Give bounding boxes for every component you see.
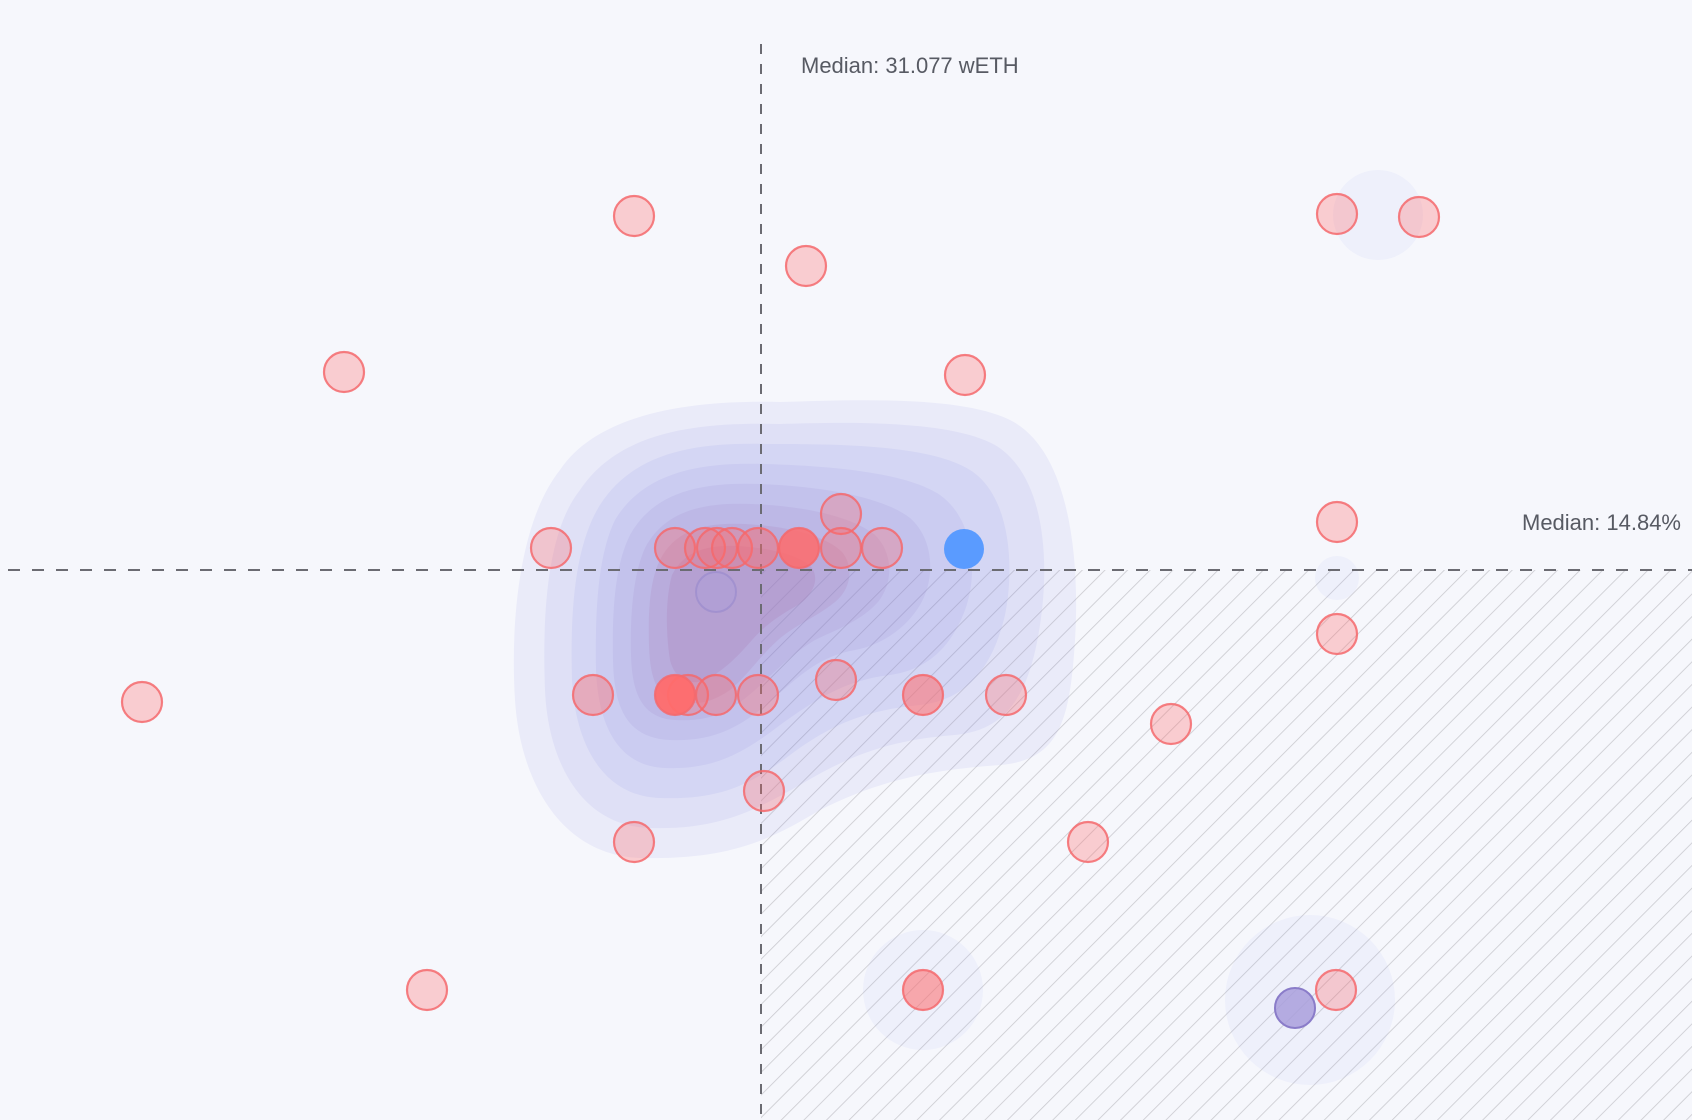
data-point-red[interactable] bbox=[120, 680, 164, 724]
data-point-highlighted[interactable] bbox=[944, 529, 984, 569]
data-point-red[interactable] bbox=[736, 673, 780, 717]
data-point-red[interactable] bbox=[653, 526, 697, 570]
median-x-label: Median: 31.077 wETH bbox=[801, 53, 1019, 78]
data-point-red[interactable] bbox=[322, 350, 366, 394]
data-point-red[interactable] bbox=[742, 769, 786, 813]
data-point-red[interactable] bbox=[901, 673, 945, 717]
data-point-red[interactable] bbox=[819, 492, 863, 536]
density-blobs bbox=[863, 170, 1423, 1085]
data-point-red[interactable] bbox=[653, 673, 697, 717]
hatched-quadrant bbox=[761, 570, 1692, 1120]
data-point-red[interactable] bbox=[1315, 500, 1359, 544]
data-points bbox=[120, 192, 1441, 1029]
data-point-red[interactable] bbox=[571, 673, 615, 717]
data-point-red[interactable] bbox=[984, 673, 1028, 717]
density-blob bbox=[1333, 170, 1423, 260]
data-point-red[interactable] bbox=[710, 526, 754, 570]
data-point-red[interactable] bbox=[612, 820, 656, 864]
data-point-red[interactable] bbox=[736, 526, 780, 570]
data-point-purple[interactable] bbox=[695, 571, 737, 613]
data-point-red[interactable] bbox=[1149, 702, 1193, 746]
data-point-purple[interactable] bbox=[1274, 987, 1316, 1029]
data-point-red[interactable] bbox=[612, 194, 656, 238]
data-point-red[interactable] bbox=[694, 673, 738, 717]
data-point-red[interactable] bbox=[405, 968, 449, 1012]
median-y-label: Median: 14.84% bbox=[1522, 510, 1681, 535]
data-point-red[interactable] bbox=[860, 526, 904, 570]
data-point-red[interactable] bbox=[1314, 968, 1358, 1012]
data-point-red[interactable] bbox=[943, 353, 987, 397]
data-point-red[interactable] bbox=[784, 244, 828, 288]
data-point-red[interactable] bbox=[814, 658, 858, 702]
data-point-red[interactable] bbox=[901, 968, 945, 1012]
data-point-red[interactable] bbox=[819, 526, 863, 570]
data-point-red[interactable] bbox=[1066, 820, 1110, 864]
density-blob bbox=[1315, 556, 1359, 600]
data-point-red[interactable] bbox=[1315, 192, 1359, 236]
data-point-red[interactable] bbox=[529, 526, 573, 570]
data-point-red[interactable] bbox=[1397, 195, 1441, 239]
data-point-red[interactable] bbox=[777, 526, 821, 570]
data-point-red[interactable] bbox=[1315, 612, 1359, 656]
